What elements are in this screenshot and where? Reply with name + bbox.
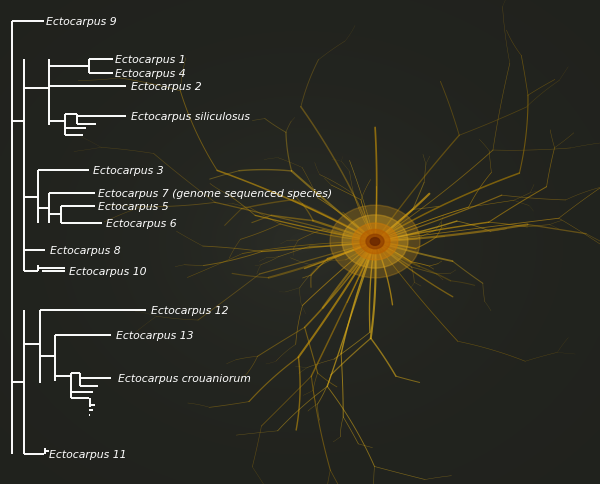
Text: Ectocarpus crouaniorum: Ectocarpus crouaniorum	[118, 374, 250, 383]
Text: Ectocarpus 11: Ectocarpus 11	[49, 449, 127, 459]
Circle shape	[330, 206, 420, 278]
Text: Ectocarpus 6: Ectocarpus 6	[106, 219, 176, 228]
Text: Ectocarpus 2: Ectocarpus 2	[131, 82, 202, 92]
Text: Ectocarpus 10: Ectocarpus 10	[69, 266, 146, 276]
Text: Ectocarpus 9: Ectocarpus 9	[46, 17, 116, 27]
Text: Ectocarpus 4: Ectocarpus 4	[115, 69, 186, 78]
Text: Ectocarpus 13: Ectocarpus 13	[116, 330, 194, 340]
Circle shape	[342, 215, 408, 269]
Text: Ectocarpus 1: Ectocarpus 1	[115, 55, 186, 65]
Text: Ectocarpus 5: Ectocarpus 5	[98, 201, 169, 211]
Circle shape	[370, 238, 380, 246]
Text: Ectocarpus 3: Ectocarpus 3	[93, 166, 164, 176]
Text: Ectocarpus 8: Ectocarpus 8	[50, 246, 121, 256]
Circle shape	[360, 230, 390, 254]
Text: Ectocarpus siliculosus: Ectocarpus siliculosus	[131, 112, 250, 122]
Text: Ectocarpus 12: Ectocarpus 12	[151, 306, 229, 316]
Circle shape	[366, 235, 384, 249]
Text: Ectocarpus 7 (genome sequenced species): Ectocarpus 7 (genome sequenced species)	[98, 188, 332, 198]
Circle shape	[352, 224, 398, 260]
